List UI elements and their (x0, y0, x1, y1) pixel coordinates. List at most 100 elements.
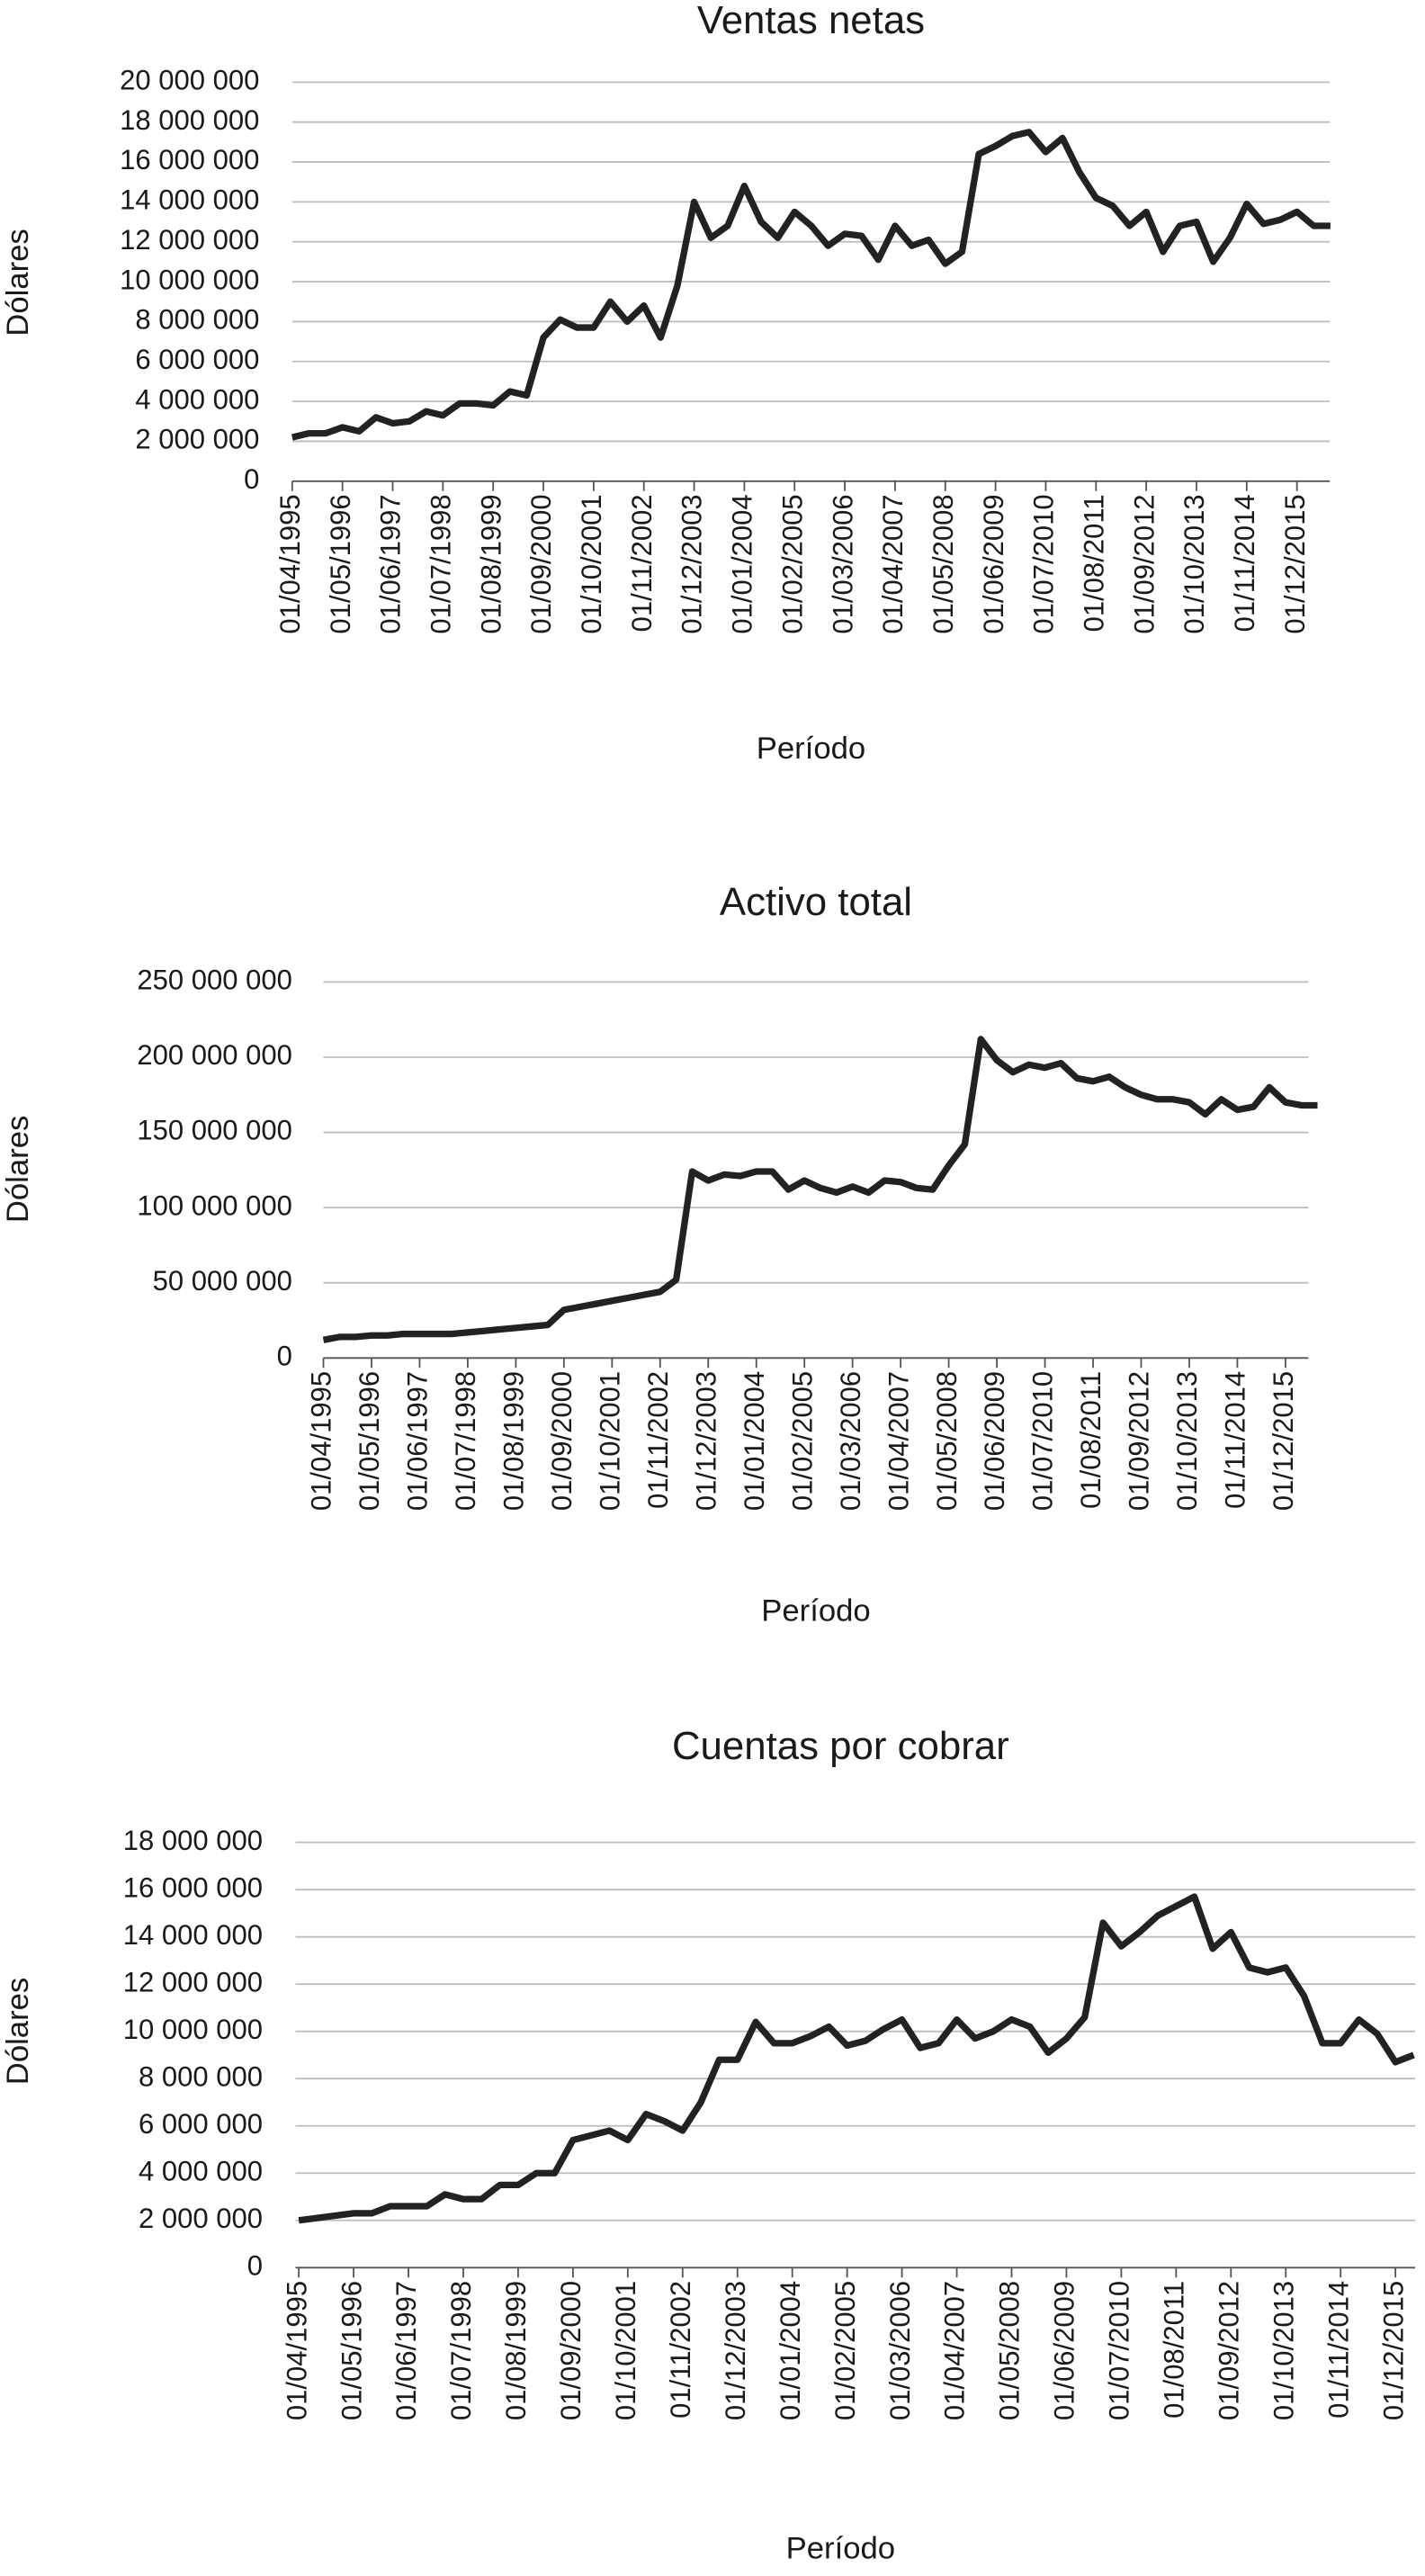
x-tick-label: 01/02/2005 (829, 2281, 861, 2420)
x-tick-label: 01/04/1995 (274, 494, 306, 633)
chart-title: Cuentas por cobrar (672, 1724, 1009, 1768)
x-tick-label: 01/08/1999 (498, 1371, 530, 1511)
x-tick-label: 01/06/1997 (375, 494, 407, 633)
x-tick-label: 01/10/2013 (1179, 494, 1210, 633)
x-tick-label: 01/04/1995 (306, 1371, 337, 1511)
x-tick-label: 01/03/2006 (835, 1371, 866, 1511)
x-axis-label: Período (786, 2531, 895, 2565)
x-tick-label: 01/05/2008 (931, 1371, 963, 1511)
x-tick-label: 01/01/2004 (775, 2281, 806, 2420)
x-tick-label: 01/12/2003 (720, 2281, 751, 2420)
y-tick-label: 18 000 000 (120, 104, 259, 136)
y-tick-label: 2 000 000 (139, 2203, 263, 2234)
y-tick-label: 12 000 000 (120, 224, 259, 256)
x-axis-label: Período (757, 732, 865, 766)
x-tick-label: 01/10/2013 (1171, 1371, 1203, 1511)
x-tick-label: 01/09/2000 (555, 2281, 587, 2420)
x-tick-label: 01/10/2013 (1268, 2281, 1299, 2420)
x-tick-label: 01/02/2005 (776, 494, 808, 633)
x-tick-label: 01/05/1996 (354, 1371, 385, 1511)
y-tick-label: 14 000 000 (123, 1919, 263, 1951)
y-tick-label: 8 000 000 (135, 304, 259, 336)
y-tick-label: 10 000 000 (120, 264, 259, 295)
data-line (291, 129, 1331, 441)
x-tick-label: 01/02/2005 (786, 1371, 818, 1511)
x-tick-label: 01/08/2011 (1075, 1371, 1107, 1509)
x-tick-label: 01/06/1997 (390, 2281, 422, 2420)
x-tick-label: 01/04/2007 (877, 494, 909, 633)
y-tick-label: 150 000 000 (137, 1115, 291, 1146)
x-tick-label: 01/07/2010 (1028, 494, 1060, 633)
x-tick-label: 01/08/1999 (475, 494, 506, 633)
y-tick-label: 12 000 000 (123, 1966, 263, 1997)
y-tick-label: 10 000 000 (123, 2014, 263, 2045)
x-tick-label: 01/05/2008 (928, 494, 959, 633)
x-tick-label: 01/11/2014 (1220, 1371, 1251, 1509)
x-tick-label: 01/05/1996 (336, 2281, 367, 2420)
x-tick-label: 01/06/2009 (979, 1371, 1010, 1511)
x-tick-label: 01/07/1998 (445, 2281, 477, 2420)
y-tick-label: 14 000 000 (120, 184, 259, 216)
x-tick-label: 01/06/2009 (1049, 2281, 1080, 2420)
x-tick-label: 01/07/2010 (1027, 1371, 1059, 1511)
x-tick-label: 01/09/2012 (1213, 2281, 1244, 2420)
x-tick-label: 01/11/2014 (1322, 2281, 1354, 2419)
y-tick-label: 18 000 000 (123, 1825, 263, 1856)
x-tick-label: 01/11/2002 (665, 2281, 696, 2419)
x-tick-label: 01/04/2007 (939, 2281, 971, 2420)
x-tick-label: 01/10/2001 (595, 1371, 626, 1511)
x-tick-label: 01/07/2010 (1104, 2281, 1135, 2420)
x-tick-label: 01/12/2015 (1268, 1371, 1299, 1511)
y-axis-label: Dólares (1, 1116, 35, 1223)
x-tick-label: 01/09/2000 (525, 494, 557, 633)
x-tick-label: 01/04/1995 (281, 2281, 312, 2420)
y-tick-label: 0 (244, 463, 259, 495)
x-tick-label: 01/10/2001 (576, 494, 607, 633)
x-axis-label: Período (761, 1593, 870, 1628)
y-tick-label: 6 000 000 (135, 344, 259, 375)
x-tick-label: 01/12/2015 (1279, 494, 1311, 633)
x-tick-label: 01/12/2003 (690, 1371, 721, 1511)
y-tick-label: 4 000 000 (139, 2155, 263, 2186)
x-tick-label: 01/01/2004 (739, 1371, 770, 1511)
x-tick-label: 01/04/2007 (883, 1371, 914, 1511)
x-tick-label: 01/11/2002 (626, 494, 658, 632)
data-line (298, 1893, 1415, 2224)
y-tick-label: 2 000 000 (135, 424, 259, 455)
chart-title: Ventas netas (697, 0, 925, 42)
y-axis-label: Dólares (1, 1978, 35, 2085)
x-tick-label: 01/07/1998 (426, 494, 457, 633)
x-tick-label: 01/01/2004 (727, 494, 758, 633)
x-tick-label: 01/03/2006 (827, 494, 858, 633)
y-tick-label: 50 000 000 (153, 1265, 292, 1297)
x-tick-label: 01/05/2008 (994, 2281, 1026, 2420)
y-tick-label: 250 000 000 (137, 965, 291, 996)
data-line (322, 1036, 1318, 1343)
x-tick-label: 01/12/2003 (677, 494, 708, 633)
y-tick-label: 200 000 000 (137, 1039, 291, 1071)
x-tick-label: 01/08/2011 (1159, 2281, 1190, 2419)
y-tick-label: 0 (277, 1340, 292, 1371)
x-tick-label: 01/06/1997 (402, 1371, 434, 1511)
y-tick-label: 0 (247, 2249, 263, 2281)
y-tick-label: 16 000 000 (120, 144, 259, 175)
x-tick-label: 01/09/2012 (1124, 1371, 1155, 1511)
x-tick-label: 01/05/1996 (325, 494, 356, 633)
y-tick-label: 8 000 000 (139, 2060, 263, 2092)
x-tick-label: 01/12/2015 (1377, 2281, 1409, 2420)
y-tick-label: 100 000 000 (137, 1189, 291, 1221)
x-tick-label: 01/09/2012 (1128, 494, 1160, 633)
y-tick-label: 4 000 000 (135, 383, 259, 415)
x-tick-label: 01/08/2011 (1078, 494, 1109, 632)
x-tick-label: 01/11/2014 (1229, 494, 1260, 632)
y-axis-label: Dólares (1, 229, 35, 336)
chart-title: Activo total (720, 880, 912, 924)
y-tick-label: 6 000 000 (139, 2108, 263, 2140)
x-tick-label: 01/08/1999 (500, 2281, 532, 2420)
x-tick-label: 01/06/2009 (978, 494, 1009, 633)
x-tick-label: 01/11/2002 (642, 1371, 674, 1509)
x-tick-label: 01/09/2000 (546, 1371, 578, 1511)
x-tick-label: 01/03/2006 (884, 2281, 916, 2420)
